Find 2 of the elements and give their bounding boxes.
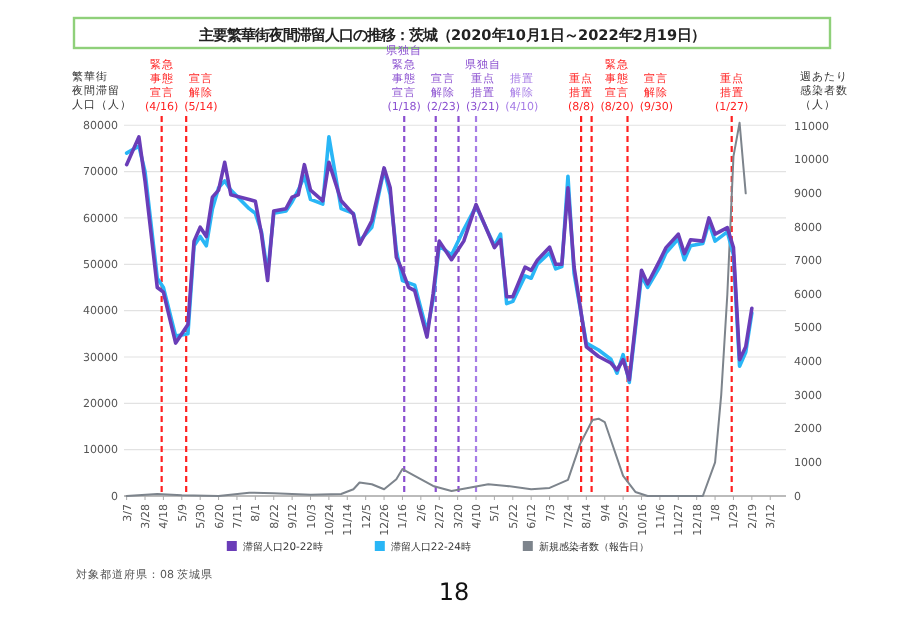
line-series xyxy=(125,121,747,497)
text: 18 xyxy=(438,578,470,606)
